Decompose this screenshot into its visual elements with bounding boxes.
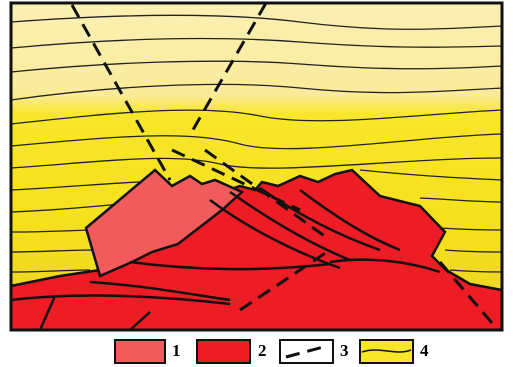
legend-label: 1 — [172, 341, 181, 360]
section — [11, 3, 502, 330]
legend-swatch — [280, 340, 333, 363]
diagram: 1 2 3 4 — [0, 0, 513, 367]
legend-label: 3 — [340, 341, 349, 360]
legend-label: 4 — [420, 341, 429, 360]
legend-swatch — [115, 340, 165, 363]
legend-label: 2 — [258, 341, 267, 360]
legend-swatch — [197, 340, 250, 363]
legend: 1 2 3 4 — [115, 340, 429, 363]
